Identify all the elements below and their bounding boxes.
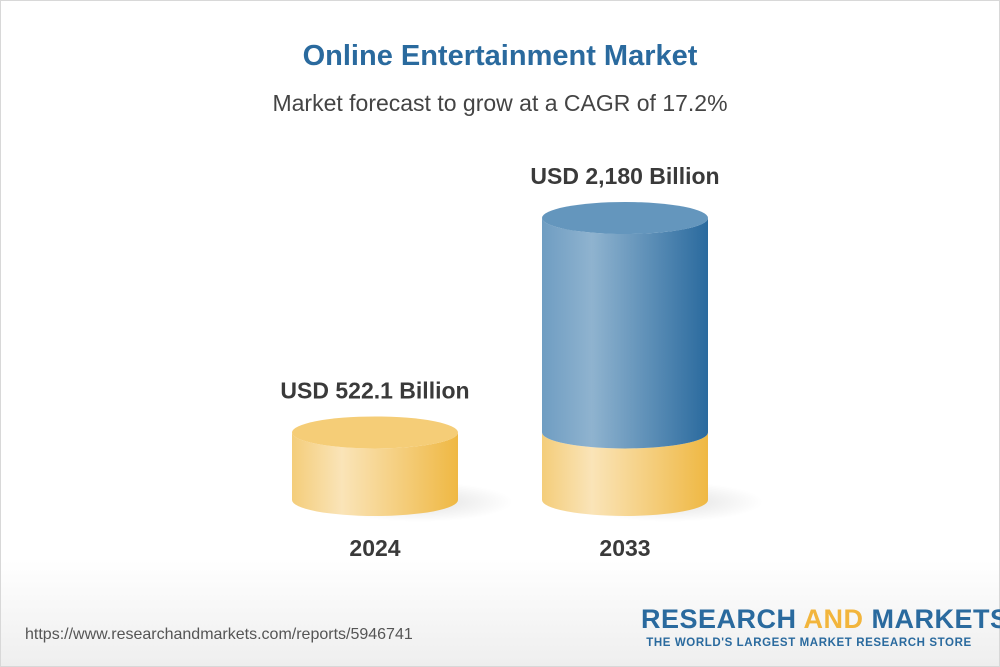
category-label: 2033 xyxy=(599,535,650,561)
research-and-markets-logo: RESEARCH AND MARKETS THE WORLD'S LARGEST… xyxy=(641,604,1000,649)
chart-subtitle: Market forecast to grow at a CAGR of 17.… xyxy=(272,90,728,116)
report-url[interactable]: https://www.researchandmarkets.com/repor… xyxy=(25,626,413,643)
data-label: USD 522.1 Billion xyxy=(280,377,469,403)
bar-2024-top xyxy=(292,416,458,449)
bar-2033-growth-body xyxy=(542,218,708,449)
bar-2033-base-body xyxy=(542,432,708,516)
category-label: 2024 xyxy=(349,535,400,561)
chart-title: Online Entertainment Market xyxy=(302,40,698,72)
bar-2024-body xyxy=(292,432,458,516)
data-label: USD 2,180 Billion xyxy=(530,163,719,189)
bar-2033-growth-top xyxy=(542,202,708,234)
